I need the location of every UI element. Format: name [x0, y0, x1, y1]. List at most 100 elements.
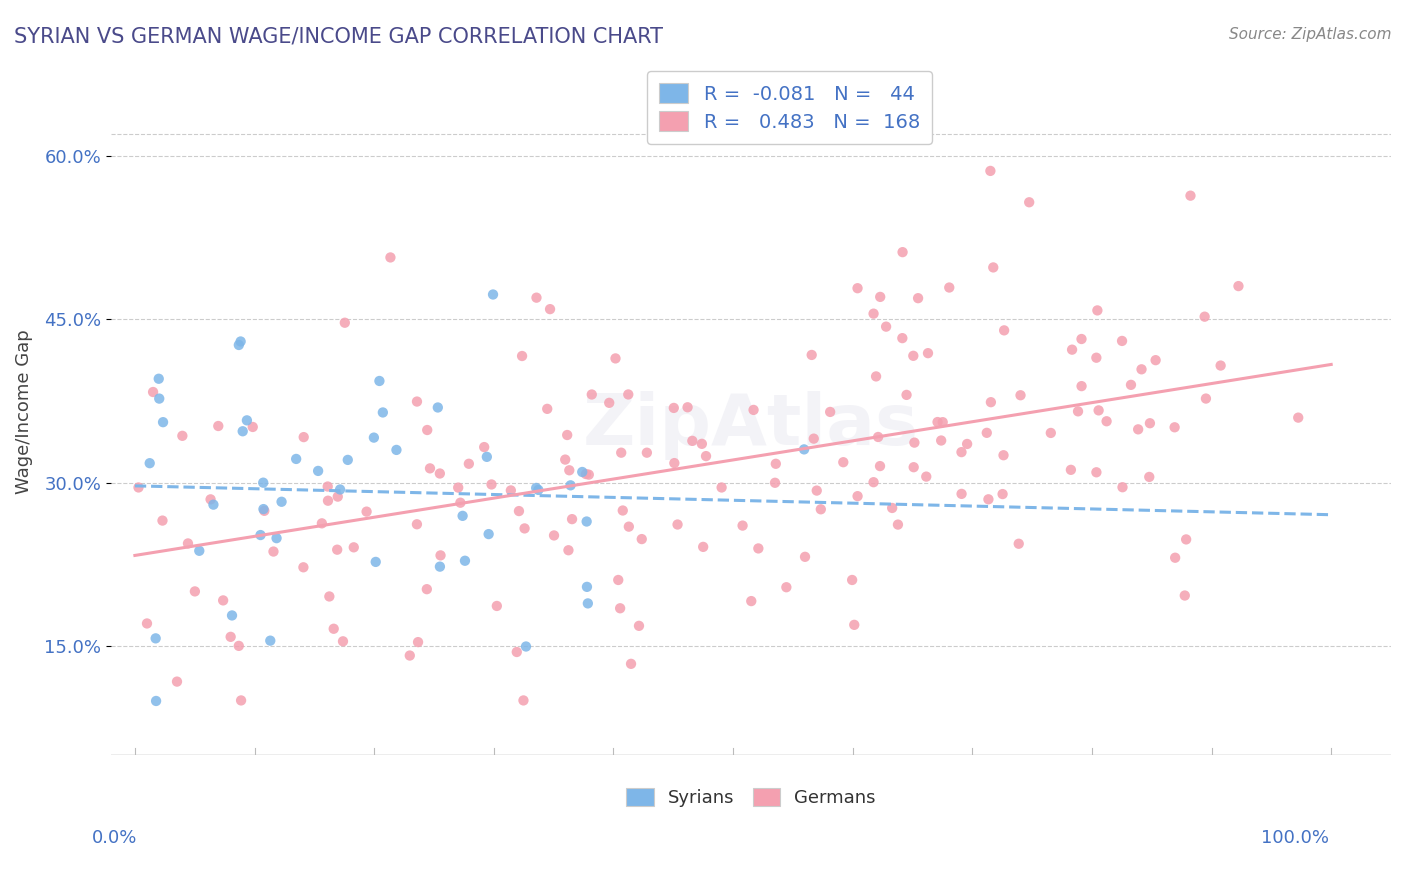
Point: [695, 449, 717, 463]
Point: [676, 401, 699, 415]
Point: [1174, 589, 1197, 603]
Point: [917, 346, 939, 360]
Point: [219, 630, 242, 644]
Point: [343, 541, 366, 555]
Point: [1008, 537, 1031, 551]
Point: [506, 645, 529, 659]
Point: [316, 493, 339, 508]
Point: [1139, 416, 1161, 430]
Point: [775, 580, 797, 594]
Point: [326, 490, 349, 504]
Point: [364, 555, 387, 569]
Point: [1163, 420, 1185, 434]
Point: [991, 487, 1014, 501]
Point: [710, 481, 733, 495]
Point: [612, 503, 634, 517]
Point: [263, 544, 285, 558]
Point: [1130, 362, 1153, 376]
Point: [145, 694, 167, 708]
Point: [252, 475, 274, 490]
Point: [993, 323, 1015, 337]
Legend: Syrians, Germans: Syrians, Germans: [619, 780, 883, 814]
Point: [429, 559, 451, 574]
Point: [977, 492, 1000, 507]
Point: [451, 508, 474, 523]
Point: [554, 452, 576, 467]
Point: [188, 543, 211, 558]
Point: [475, 450, 498, 464]
Point: [803, 432, 825, 446]
Point: [543, 528, 565, 542]
Point: [1087, 403, 1109, 417]
Point: [1060, 463, 1083, 477]
Point: [236, 413, 259, 427]
Point: [333, 316, 356, 330]
Point: [980, 395, 1002, 409]
Point: [419, 461, 441, 475]
Point: [662, 401, 685, 415]
Point: [316, 479, 339, 493]
Point: [172, 429, 194, 443]
Point: [311, 516, 333, 531]
Point: [617, 519, 640, 533]
Point: [148, 372, 170, 386]
Point: [690, 437, 713, 451]
Point: [903, 349, 925, 363]
Point: [993, 448, 1015, 462]
Point: [956, 437, 979, 451]
Point: [1286, 410, 1309, 425]
Point: [1137, 470, 1160, 484]
Point: [927, 415, 949, 429]
Point: [1111, 334, 1133, 348]
Point: [449, 496, 471, 510]
Point: [609, 601, 631, 615]
Point: [617, 387, 640, 401]
Point: [891, 331, 914, 345]
Point: [307, 464, 329, 478]
Point: [380, 251, 402, 265]
Point: [429, 467, 451, 481]
Point: [253, 504, 276, 518]
Point: [1164, 550, 1187, 565]
Point: [184, 584, 207, 599]
Point: [1070, 379, 1092, 393]
Point: [1067, 404, 1090, 418]
Point: [252, 502, 274, 516]
Point: [907, 291, 929, 305]
Point: [447, 481, 470, 495]
Point: [527, 483, 550, 497]
Point: [810, 502, 832, 516]
Point: [571, 465, 593, 479]
Point: [1180, 188, 1202, 202]
Point: [499, 483, 522, 498]
Point: [558, 463, 581, 477]
Point: [510, 349, 533, 363]
Point: [765, 457, 787, 471]
Point: [846, 281, 869, 295]
Point: [385, 442, 408, 457]
Point: [865, 369, 887, 384]
Point: [266, 531, 288, 545]
Point: [605, 351, 627, 366]
Point: [515, 640, 537, 654]
Point: [249, 528, 271, 542]
Point: [416, 423, 439, 437]
Point: [472, 440, 495, 454]
Point: [555, 428, 578, 442]
Point: [1144, 353, 1167, 368]
Text: SYRIAN VS GERMAN WAGE/INCOME GAP CORRELATION CHART: SYRIAN VS GERMAN WAGE/INCOME GAP CORRELA…: [14, 27, 664, 46]
Point: [931, 415, 953, 429]
Point: [742, 403, 765, 417]
Point: [1085, 351, 1108, 365]
Point: [1126, 422, 1149, 436]
Point: [1209, 359, 1232, 373]
Point: [832, 455, 855, 469]
Point: [950, 487, 973, 501]
Point: [285, 452, 308, 467]
Point: [868, 430, 890, 444]
Point: [202, 498, 225, 512]
Point: [818, 405, 841, 419]
Point: [228, 338, 250, 352]
Text: ZipAtlas: ZipAtlas: [583, 391, 920, 460]
Point: [610, 445, 633, 459]
